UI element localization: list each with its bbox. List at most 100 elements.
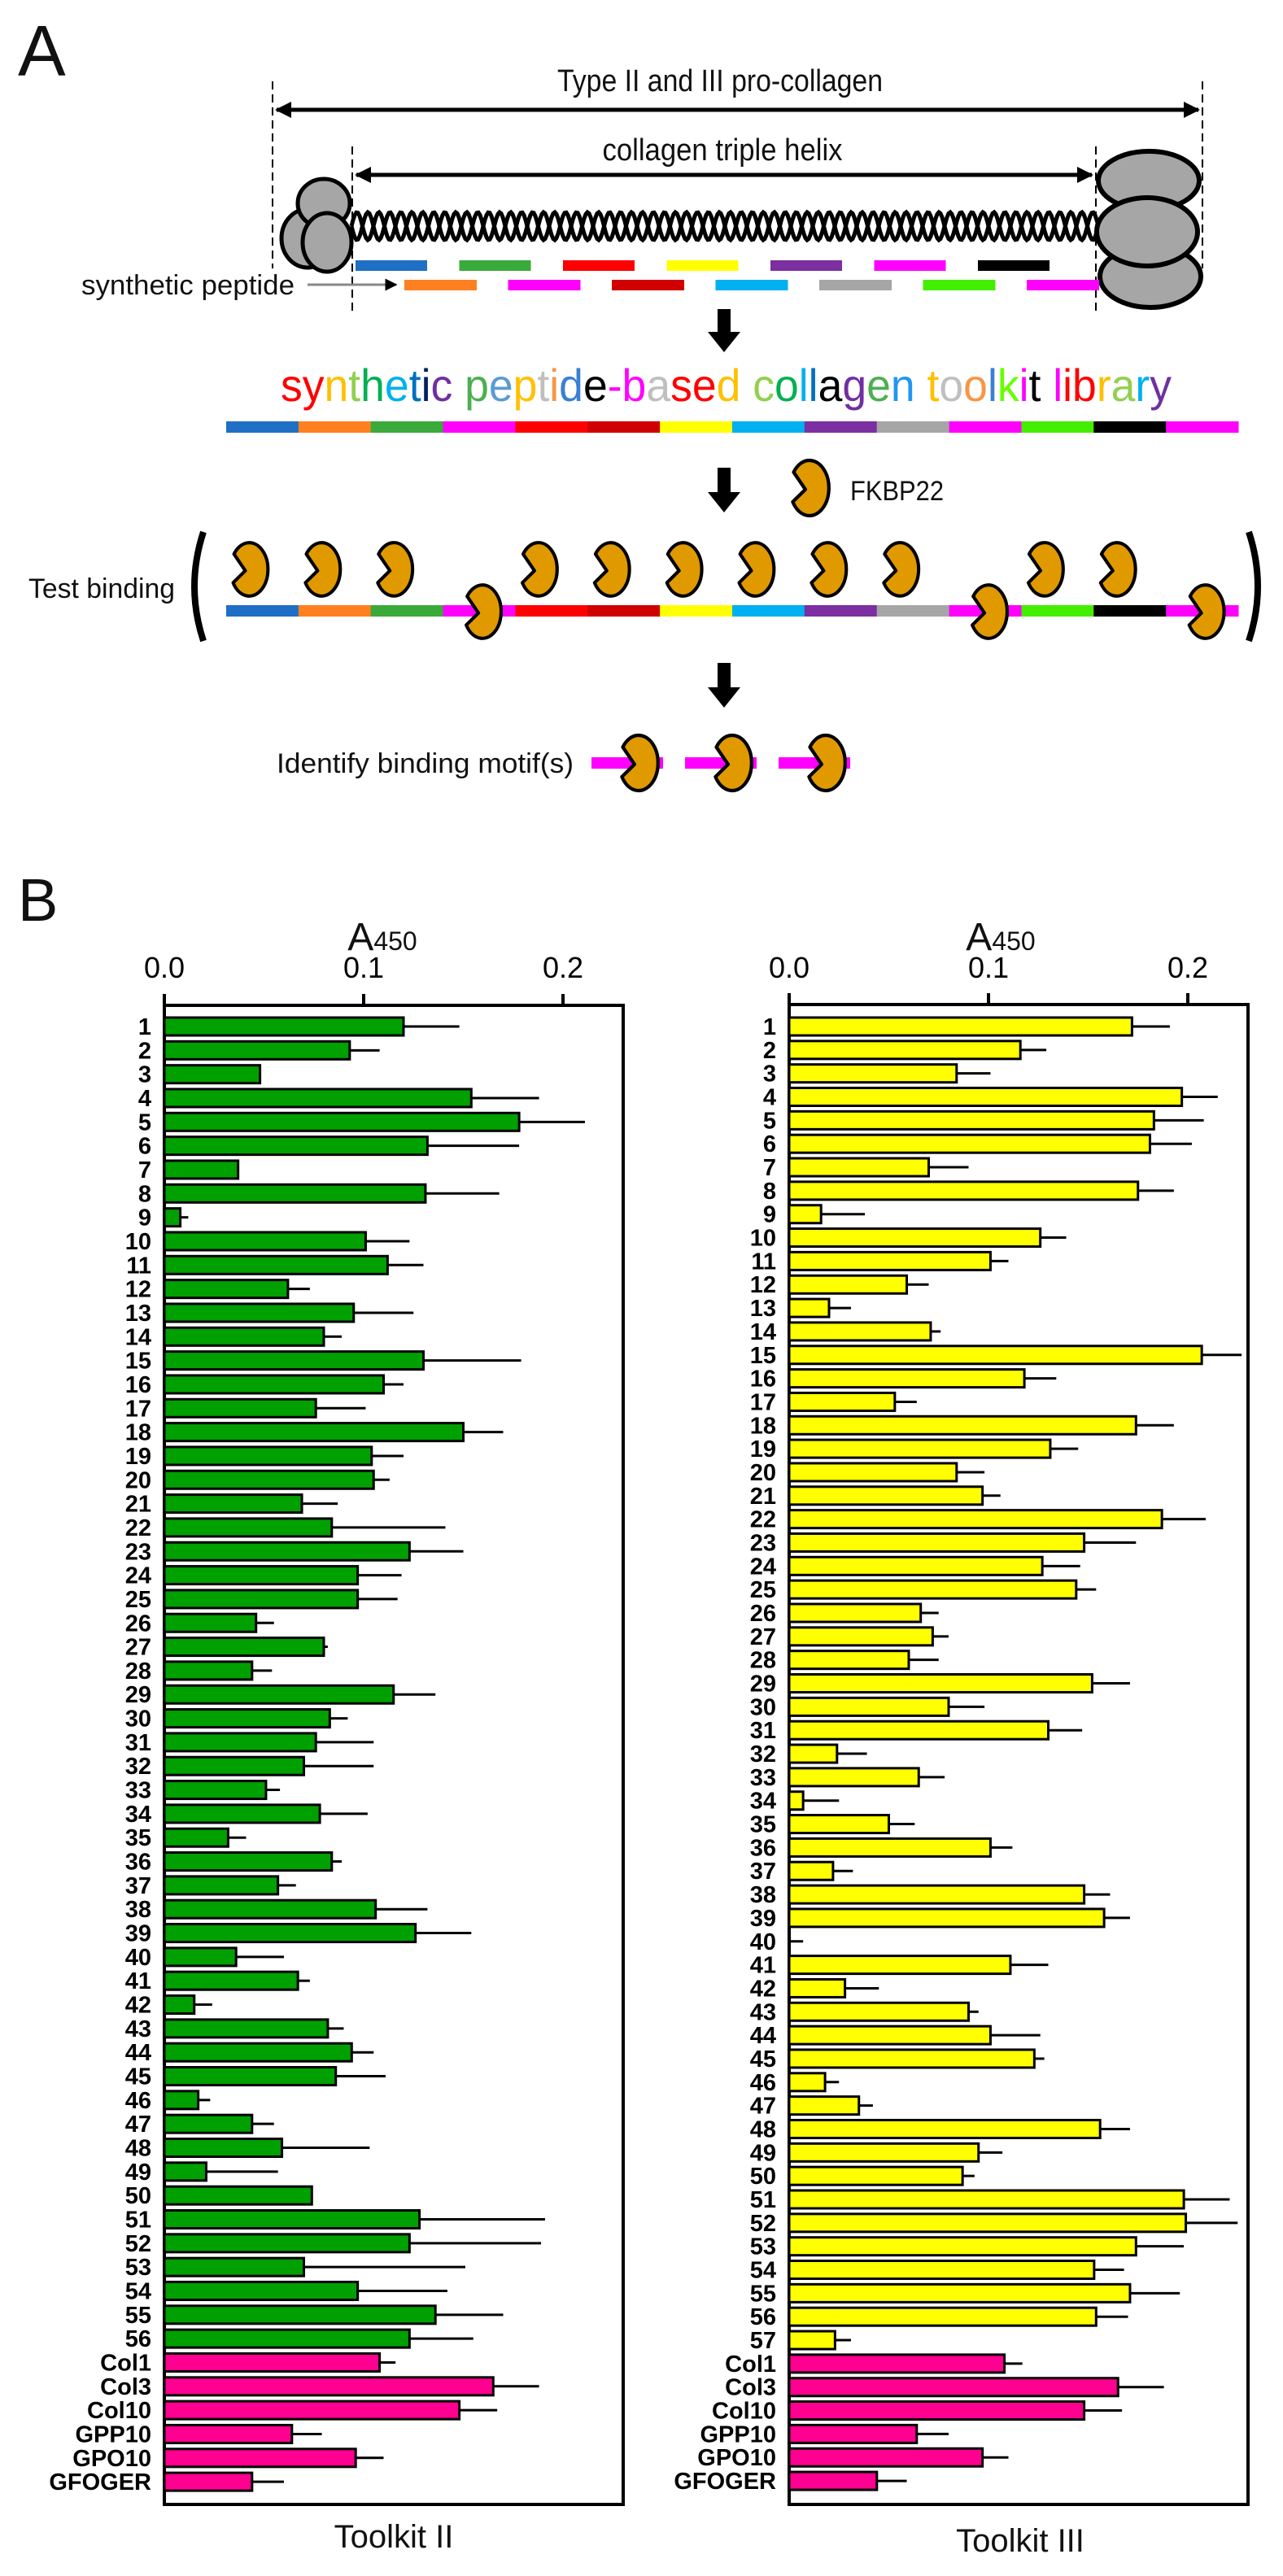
library-segment: [804, 421, 878, 433]
category-label: 23: [750, 1530, 776, 1556]
peptide-segment: [819, 280, 892, 290]
bar-42: [788, 1977, 847, 1998]
chart-toolkit-ii: A450 Toolkit II 0.0 0.1 0.2123456789101112…: [49, 916, 625, 2555]
category-label: 32: [750, 1741, 776, 1767]
category-label: 50: [125, 2183, 151, 2209]
category-label: 35: [125, 1825, 151, 1851]
bar-6: [163, 1135, 429, 1157]
category-label: 8: [138, 1181, 151, 1207]
panel-a: A Type II and III pro-collagen collagen …: [18, 11, 1261, 793]
bar-Col3: [788, 2377, 1119, 2398]
bar-44: [163, 2042, 353, 2063]
bar-25: [788, 1579, 1078, 1600]
test-binding-bar: [226, 605, 1239, 617]
bar-Col1: [163, 2352, 382, 2373]
bar-4: [788, 1087, 1184, 1108]
bar-6: [788, 1133, 1151, 1154]
category-label: 49: [750, 2140, 776, 2166]
bar-41: [163, 1970, 299, 1991]
x-axis-title: A450: [966, 916, 1035, 959]
category-label: 39: [125, 1921, 151, 1947]
category-label: 49: [125, 2160, 151, 2186]
category-label: 7: [138, 1157, 151, 1183]
title-letter: d: [559, 360, 583, 411]
bar-18: [163, 1422, 465, 1443]
bar-19: [163, 1445, 373, 1467]
bar-37: [163, 1875, 280, 1896]
library-title: synthetic peptide-based collagen toolkit…: [281, 360, 1172, 411]
x-tick-label: 0.1: [343, 951, 384, 984]
category-label: 40: [750, 1929, 776, 1955]
title-letter: n: [325, 360, 349, 411]
x-tick-label: 0.2: [1167, 951, 1208, 984]
category-label: 6: [763, 1131, 776, 1157]
test-segment: [732, 605, 805, 617]
category-label: 37: [750, 1859, 776, 1885]
category-label: 23: [125, 1539, 151, 1565]
title-letter: e: [866, 360, 891, 411]
title-letter: r: [1097, 360, 1111, 411]
title-letter: n: [891, 360, 915, 411]
motif-fkbp22-icon: [620, 733, 660, 793]
bar-36: [788, 1837, 992, 1858]
category-label: 30: [125, 1706, 151, 1733]
title-letter: s: [670, 360, 692, 411]
title-letter: [1041, 360, 1053, 411]
category-label: 15: [750, 1343, 776, 1369]
category-label: 52: [750, 2211, 776, 2237]
category-label: 17: [125, 1396, 151, 1422]
category-label: 29: [125, 1682, 151, 1708]
bar-33: [163, 1780, 268, 1801]
bar-17: [788, 1391, 897, 1412]
category-label: 22: [125, 1515, 151, 1541]
peptide-segment: [874, 260, 946, 271]
bar-GPP10: [788, 2423, 919, 2444]
bar-5: [163, 1111, 521, 1132]
bar-35: [163, 1827, 229, 1848]
category-label: 34: [125, 1802, 151, 1828]
bar-11: [163, 1254, 389, 1275]
category-label: 51: [125, 2208, 151, 2234]
bar-53: [788, 2236, 1137, 2257]
category-label: 41: [750, 1953, 776, 1979]
title-letter: l: [1053, 360, 1063, 411]
category-label: 35: [750, 1812, 776, 1838]
title-letter: t: [409, 360, 421, 411]
category-label: GPO10: [697, 2445, 776, 2471]
category-label: 48: [125, 2136, 151, 2162]
down-arrow-2: [708, 468, 740, 512]
peptide-segment: [508, 280, 581, 290]
bar-10: [163, 1231, 367, 1252]
category-label: 1: [763, 1014, 776, 1040]
bar-25: [163, 1589, 360, 1610]
title-letter: l: [809, 360, 818, 411]
category-label: 25: [125, 1587, 151, 1613]
category-label: 14: [125, 1324, 151, 1350]
category-label: 24: [125, 1563, 151, 1589]
bar-22: [788, 1509, 1163, 1530]
bound-fkbp22-group: [231, 541, 1226, 640]
panel-label-a: A: [18, 11, 66, 91]
bar-GPO10: [163, 2447, 357, 2469]
bar-12: [788, 1274, 909, 1295]
category-label: 4: [763, 1085, 776, 1111]
category-label: 11: [751, 1249, 776, 1275]
bar-46: [163, 2090, 200, 2111]
category-label: 22: [750, 1507, 776, 1533]
peptide-segment: [715, 280, 788, 290]
bar-48: [163, 2138, 284, 2159]
category-label: GFOGER: [674, 2469, 776, 2495]
x-axis-title: A450: [347, 916, 417, 959]
category-label: 55: [750, 2281, 776, 2307]
category-label: 18: [750, 1413, 776, 1439]
bar-15: [163, 1350, 425, 1371]
bar-55: [788, 2282, 1132, 2304]
c-terminal-globule: [1094, 149, 1203, 310]
bar-2: [163, 1040, 351, 1061]
category-label: 9: [138, 1205, 151, 1231]
category-label: 11: [126, 1253, 151, 1279]
bar-45: [163, 2066, 338, 2087]
bar-30: [163, 1708, 331, 1729]
bar-51: [788, 2189, 1185, 2210]
